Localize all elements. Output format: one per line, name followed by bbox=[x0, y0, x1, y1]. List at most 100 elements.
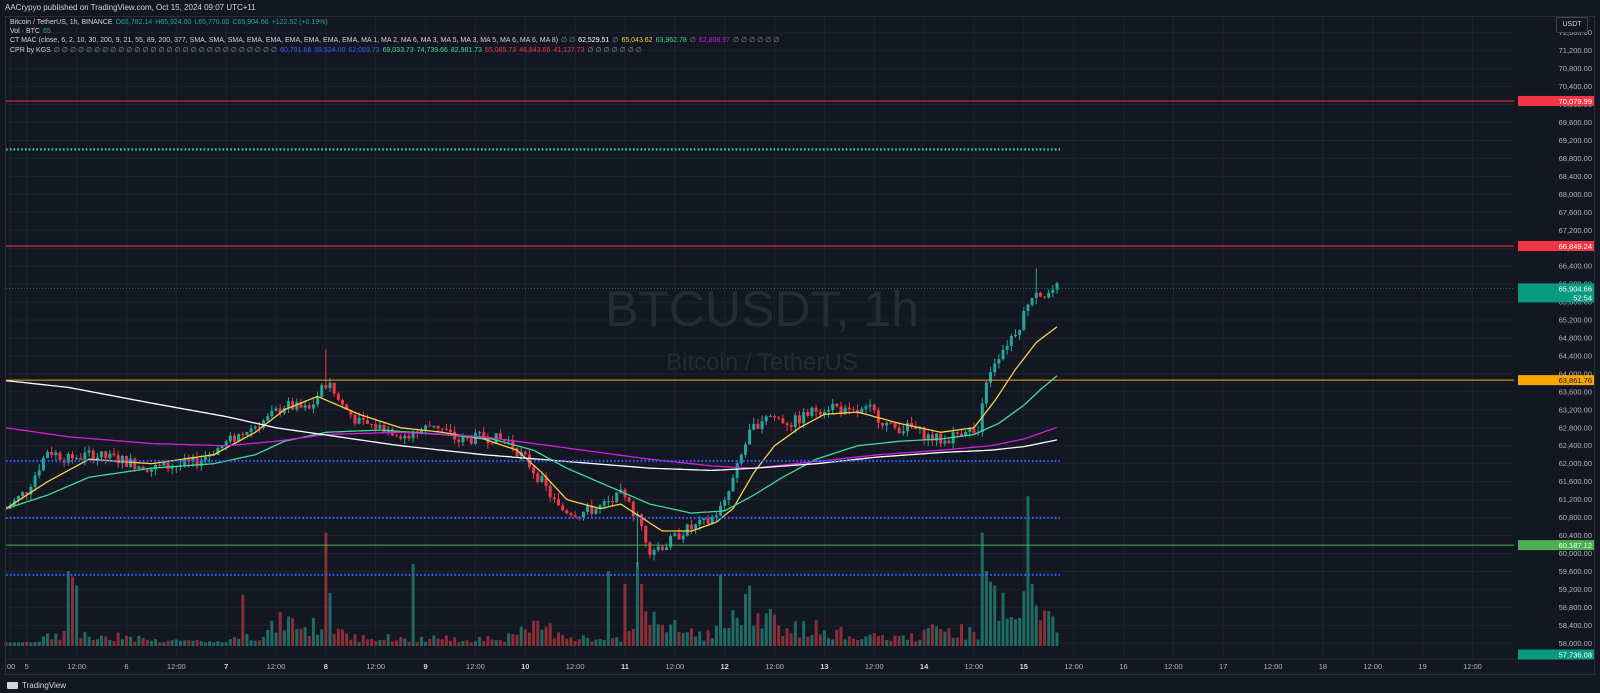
currency-button[interactable]: USDT bbox=[1556, 17, 1588, 33]
candle-body bbox=[166, 462, 170, 469]
volume-bar bbox=[149, 640, 153, 646]
volume-bar bbox=[511, 633, 515, 646]
candle-body bbox=[935, 433, 939, 441]
volume-bar bbox=[735, 617, 739, 646]
volume-bar bbox=[29, 642, 33, 646]
legend-symbol-row[interactable]: Bitcoin / TetherUS, 1h, BINANCE O65,782.1… bbox=[10, 18, 782, 27]
candle-body bbox=[756, 423, 760, 429]
volume-bar bbox=[432, 635, 436, 646]
candle-body bbox=[532, 467, 536, 474]
legend-ct-mac-row[interactable]: CT MAC (close, 6, 2, 10, 30, 200, 9, 21,… bbox=[10, 36, 782, 45]
volume-bar bbox=[727, 628, 731, 646]
volume-bar bbox=[814, 620, 818, 646]
volume-bar bbox=[623, 583, 627, 646]
volume-bar bbox=[403, 638, 407, 646]
candle-body bbox=[158, 464, 162, 466]
volume-bar bbox=[881, 635, 885, 646]
volume-bars bbox=[4, 496, 1059, 646]
volume-bar bbox=[532, 620, 536, 646]
volume-bar bbox=[1022, 591, 1026, 646]
volume-bar bbox=[386, 634, 390, 646]
time-tick-label: 12:00 bbox=[1264, 662, 1283, 671]
candle-body bbox=[710, 516, 714, 524]
volume-bar bbox=[174, 639, 178, 646]
legend-symbol-item-5: +122.52 (+0.19%) bbox=[271, 19, 328, 26]
volume-bar bbox=[644, 611, 648, 646]
price-tick-label: 63,200.00 bbox=[1559, 405, 1592, 414]
legend-symbol-item-4: C65,904.66 bbox=[232, 19, 269, 26]
candle-body bbox=[25, 492, 29, 495]
volume-bar bbox=[590, 641, 594, 646]
volume-bar bbox=[1043, 610, 1047, 646]
volume-bar bbox=[968, 627, 972, 646]
volume-bar bbox=[839, 626, 843, 646]
candle-body bbox=[253, 426, 257, 429]
candle-body bbox=[50, 451, 54, 456]
price-tick-label: 62,000.00 bbox=[1559, 459, 1592, 468]
candle-body bbox=[660, 546, 664, 551]
candle-body bbox=[324, 385, 328, 389]
time-tick-label: 12:00 bbox=[267, 662, 286, 671]
candle-body bbox=[847, 407, 851, 410]
volume-bar bbox=[785, 628, 789, 646]
candle-body bbox=[731, 477, 735, 492]
candle-body bbox=[914, 426, 918, 430]
candle-body bbox=[1051, 289, 1055, 293]
volume-bar bbox=[332, 633, 336, 646]
legend-cpr-row[interactable]: CPR by KGS ∅ ∅ ∅ ∅ ∅ ∅ ∅ ∅ ∅ ∅ ∅ ∅ ∅ ∅ ∅ … bbox=[10, 46, 782, 55]
volume-bar bbox=[266, 629, 270, 646]
volume-bar bbox=[1038, 620, 1042, 646]
candle-body bbox=[1009, 336, 1013, 347]
volume-bar bbox=[843, 639, 847, 646]
candle-body bbox=[1030, 297, 1034, 305]
volume-bar bbox=[544, 626, 548, 646]
candle-body bbox=[802, 412, 806, 424]
volume-bar bbox=[930, 624, 934, 646]
candle-body bbox=[835, 403, 839, 407]
volume-bar bbox=[295, 628, 299, 646]
volume-bar bbox=[216, 641, 220, 646]
level-tag-0: 70,079.99 bbox=[1559, 97, 1592, 106]
legend-volume-row[interactable]: Vol · BTC 65 bbox=[10, 27, 782, 36]
candle-body bbox=[1013, 334, 1017, 337]
time-tick-label: 6 bbox=[124, 662, 128, 671]
volume-bar bbox=[951, 637, 955, 646]
candle-body bbox=[1038, 292, 1042, 297]
volume-bar bbox=[872, 632, 876, 646]
volume-bar bbox=[228, 639, 232, 646]
legend-cpr-value-8: 55,085.73 bbox=[485, 46, 517, 54]
volume-bar bbox=[781, 635, 785, 646]
candle-body bbox=[249, 428, 253, 433]
price-tick-label: 58,400.00 bbox=[1559, 621, 1592, 630]
candle-body bbox=[573, 515, 577, 517]
candle-body bbox=[303, 405, 307, 408]
candle-body bbox=[656, 546, 660, 551]
tradingview-logo[interactable]: TradingView bbox=[7, 681, 66, 690]
volume-bar bbox=[527, 632, 531, 646]
time-tick-label: 12:00 bbox=[1363, 662, 1382, 671]
time-tick-label: 12:00 bbox=[765, 662, 784, 671]
candle-body bbox=[843, 407, 847, 415]
candle-body bbox=[212, 454, 216, 456]
legend-mac-value-4: 65,043.62 bbox=[621, 37, 653, 45]
level-tag-2: 66,849.24 bbox=[1559, 242, 1592, 251]
candle-body bbox=[419, 430, 423, 434]
candle-body bbox=[930, 434, 934, 441]
volume-bar bbox=[827, 638, 831, 646]
candle-body bbox=[768, 415, 772, 417]
volume-bar bbox=[370, 638, 374, 646]
candle-body bbox=[989, 372, 993, 383]
candle-body bbox=[831, 403, 835, 411]
level-tag-6: 60,187.12 bbox=[1559, 541, 1592, 550]
candle-body bbox=[851, 409, 855, 411]
volume-bar bbox=[710, 638, 714, 646]
volume-bar bbox=[519, 626, 523, 646]
time-tick-label: 16 bbox=[1119, 662, 1127, 671]
volume-bar bbox=[864, 636, 868, 646]
candle-body bbox=[515, 448, 519, 456]
candle-body bbox=[141, 466, 145, 471]
candle-body bbox=[436, 425, 440, 429]
volume-bar bbox=[1005, 618, 1009, 646]
time-tick-label: 12:00 bbox=[965, 662, 984, 671]
